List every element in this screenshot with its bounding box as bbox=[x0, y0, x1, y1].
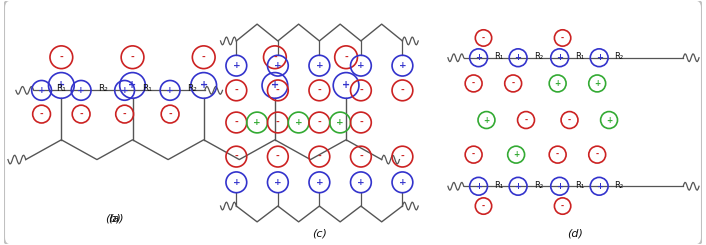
Text: R₂: R₂ bbox=[534, 52, 544, 61]
Text: R₂: R₂ bbox=[534, 181, 544, 190]
Text: +: + bbox=[596, 53, 603, 62]
Text: -: - bbox=[202, 53, 205, 62]
Text: +: + bbox=[274, 61, 282, 70]
Text: R₁: R₁ bbox=[493, 181, 503, 190]
Text: (b): (b) bbox=[104, 214, 121, 224]
Text: -: - bbox=[79, 110, 83, 119]
Text: +: + bbox=[596, 182, 603, 191]
Text: +: + bbox=[475, 53, 482, 62]
Text: -: - bbox=[359, 86, 363, 95]
Text: -: - bbox=[568, 116, 571, 124]
Text: -: - bbox=[400, 152, 405, 161]
Text: +: + bbox=[253, 118, 261, 127]
Text: +: + bbox=[77, 86, 85, 95]
Text: +: + bbox=[556, 182, 563, 191]
Text: -: - bbox=[40, 110, 43, 119]
Text: (a): (a) bbox=[109, 214, 124, 224]
Text: +: + bbox=[554, 79, 561, 88]
Text: -: - bbox=[234, 118, 238, 127]
Text: +: + bbox=[128, 80, 136, 90]
Text: -: - bbox=[318, 118, 321, 127]
Text: +: + bbox=[200, 80, 208, 90]
Text: -: - bbox=[276, 152, 280, 161]
Text: (d): (d) bbox=[567, 229, 583, 239]
Text: +: + bbox=[515, 182, 522, 191]
Text: R₁: R₁ bbox=[56, 84, 66, 93]
Text: +: + bbox=[357, 61, 365, 70]
Text: -: - bbox=[59, 53, 64, 62]
Text: -: - bbox=[561, 34, 564, 42]
Text: +: + bbox=[556, 53, 563, 62]
Text: -: - bbox=[400, 86, 405, 95]
Text: -: - bbox=[318, 86, 321, 95]
Text: +: + bbox=[167, 86, 174, 95]
Text: +: + bbox=[513, 150, 519, 159]
Text: -: - bbox=[345, 53, 348, 62]
Text: +: + bbox=[316, 61, 323, 70]
FancyBboxPatch shape bbox=[4, 0, 702, 245]
Text: +: + bbox=[121, 86, 128, 95]
Text: R₁: R₁ bbox=[143, 84, 152, 93]
Text: -: - bbox=[168, 110, 172, 119]
Text: +: + bbox=[232, 61, 240, 70]
Text: -: - bbox=[318, 152, 321, 161]
Text: -: - bbox=[273, 53, 277, 62]
Text: -: - bbox=[596, 150, 599, 159]
Text: -: - bbox=[276, 118, 280, 127]
Text: +: + bbox=[37, 86, 45, 95]
Text: R₂: R₂ bbox=[98, 84, 108, 93]
Text: +: + bbox=[57, 80, 66, 90]
Text: R₂: R₂ bbox=[187, 84, 197, 93]
Text: R₂: R₂ bbox=[614, 52, 623, 61]
Text: +: + bbox=[232, 178, 240, 187]
Text: -: - bbox=[359, 118, 363, 127]
Text: +: + bbox=[515, 53, 522, 62]
Text: +: + bbox=[295, 118, 302, 127]
Text: +: + bbox=[274, 178, 282, 187]
Text: +: + bbox=[357, 178, 365, 187]
Text: -: - bbox=[276, 86, 280, 95]
Text: -: - bbox=[131, 53, 134, 62]
Text: -: - bbox=[472, 150, 475, 159]
Text: -: - bbox=[561, 202, 564, 210]
Text: +: + bbox=[342, 80, 350, 90]
Text: +: + bbox=[475, 182, 482, 191]
Text: -: - bbox=[556, 150, 559, 159]
Text: +: + bbox=[399, 61, 406, 70]
Text: +: + bbox=[316, 178, 323, 187]
Text: -: - bbox=[512, 79, 515, 88]
Text: R₁: R₁ bbox=[575, 181, 584, 190]
Text: -: - bbox=[359, 152, 363, 161]
Text: R₁: R₁ bbox=[575, 52, 584, 61]
Text: -: - bbox=[234, 152, 238, 161]
Text: +: + bbox=[606, 116, 612, 124]
Text: R₂: R₂ bbox=[614, 181, 623, 190]
Text: -: - bbox=[482, 34, 485, 42]
Text: (c): (c) bbox=[312, 229, 327, 239]
Text: +: + bbox=[336, 118, 344, 127]
Text: -: - bbox=[472, 79, 475, 88]
Text: -: - bbox=[234, 86, 238, 95]
Text: R₁: R₁ bbox=[493, 52, 503, 61]
Text: -: - bbox=[123, 110, 126, 119]
Text: -: - bbox=[482, 202, 485, 210]
Text: +: + bbox=[594, 79, 600, 88]
Text: +: + bbox=[484, 116, 489, 124]
Text: +: + bbox=[271, 80, 279, 90]
Text: +: + bbox=[399, 178, 406, 187]
Text: -: - bbox=[525, 116, 527, 124]
